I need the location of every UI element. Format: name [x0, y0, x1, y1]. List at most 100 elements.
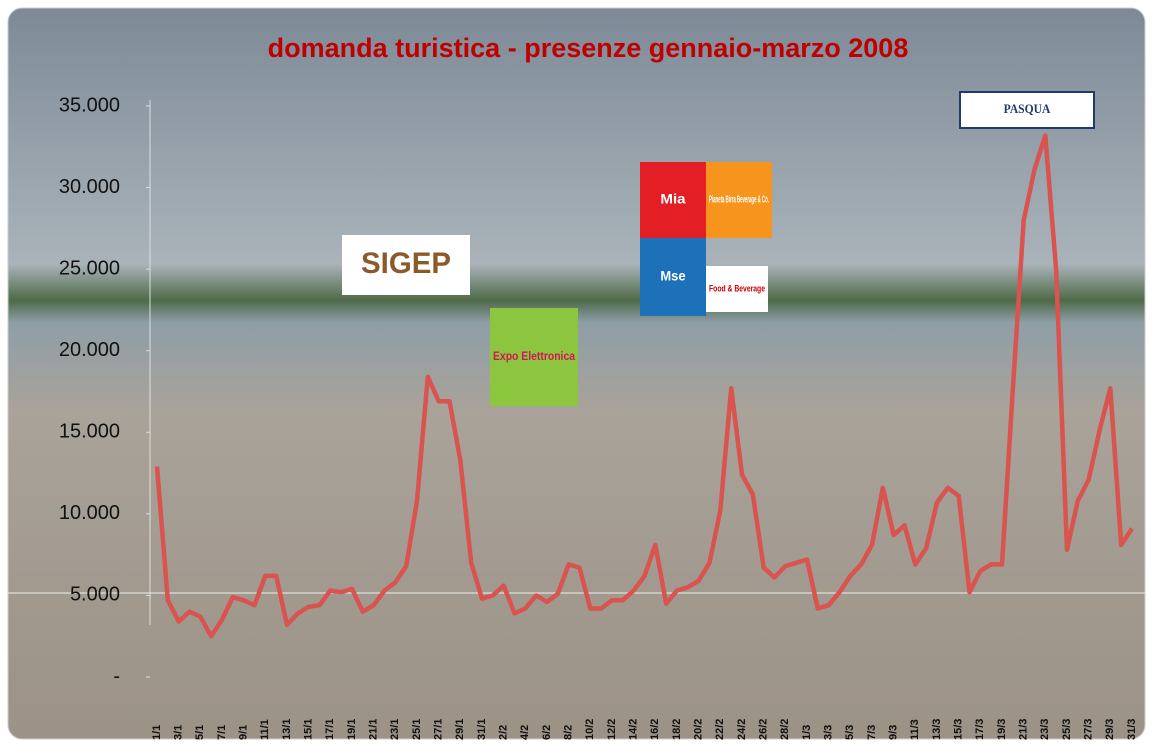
x-tick-label: 9/3: [888, 725, 900, 740]
x-tick: 3/1: [173, 725, 185, 740]
x-tick-label: 18/2: [671, 719, 683, 740]
x-tick: 18/2: [671, 719, 683, 740]
x-tick: 31/3: [1126, 719, 1138, 740]
y-tick-label: 20.000: [59, 339, 120, 361]
x-tick: 29/1: [454, 719, 466, 740]
x-tick-label: 13/3: [931, 719, 943, 740]
annotation: Pianeta Birra Beverage & Co.: [709, 195, 769, 206]
x-tick: 17/3: [974, 719, 986, 740]
x-tick-label: 21/1: [368, 719, 380, 740]
x-tick: 12/2: [606, 719, 618, 740]
x-tick: 2/2: [498, 725, 510, 740]
y-tick-label: 15.000: [59, 421, 120, 443]
x-tick: 7/3: [866, 725, 878, 740]
annotation: Expo Elettronica: [493, 349, 575, 363]
x-tick-label: 21/3: [1018, 719, 1030, 740]
x-tick: 20/2: [693, 719, 705, 740]
x-tick: 23/1: [389, 719, 401, 740]
x-tick-label: 4/2: [519, 725, 531, 740]
x-tick-label: 14/2: [628, 719, 640, 740]
x-tick: 7/1: [216, 725, 228, 740]
x-tick-label: 6/2: [541, 725, 553, 740]
y-tick-label: 25.000: [59, 257, 120, 279]
x-tick-label: 16/2: [649, 719, 661, 740]
x-tick: 19/1: [346, 719, 358, 740]
x-tick: 22/2: [714, 719, 726, 740]
y-tick-label: 35.000: [59, 94, 120, 116]
x-tick-label: 8/2: [563, 725, 575, 740]
x-tick-label: 22/2: [714, 719, 726, 740]
x-tick-label: 1/1: [151, 725, 163, 740]
x-tick-label: 25/3: [1061, 719, 1073, 740]
x-tick-label: 12/2: [606, 719, 618, 740]
x-tick-label: 27/1: [433, 719, 445, 740]
x-tick: 31/1: [476, 719, 488, 740]
x-tick-label: 27/3: [1083, 719, 1095, 740]
x-tick-label: 26/2: [758, 719, 770, 740]
x-tick: 21/1: [368, 719, 380, 740]
x-tick: 16/2: [649, 719, 661, 740]
x-tick-label: 28/2: [779, 719, 791, 740]
x-tick-label: 20/2: [693, 719, 705, 740]
x-tick-label: 5/1: [194, 725, 206, 740]
x-tick-label: 3/1: [173, 725, 185, 740]
x-tick-label: 7/3: [866, 725, 878, 740]
x-tick-label: 31/3: [1126, 719, 1138, 740]
x-tick: 23/3: [1039, 719, 1051, 740]
annotation: Mia: [660, 191, 685, 207]
x-tick: 11/3: [909, 719, 921, 740]
x-tick-label: 15/3: [953, 719, 965, 740]
x-tick: 5/1: [194, 725, 206, 740]
x-tick-label: 1/3: [801, 725, 813, 740]
x-tick-label: 11/1: [259, 719, 271, 740]
x-tick: 14/2: [628, 719, 640, 740]
x-tick: 19/3: [996, 719, 1008, 740]
x-tick-label: 5/3: [844, 725, 856, 740]
x-tick: 9/3: [888, 725, 900, 740]
x-tick: 3/3: [823, 725, 835, 740]
x-tick: 6/2: [541, 725, 553, 740]
x-tick-label: 24/2: [736, 719, 748, 740]
y-tick-label: 10.000: [59, 502, 120, 524]
x-tick-label: 29/1: [454, 719, 466, 740]
x-tick: 13/3: [931, 719, 943, 740]
y-tick-label: -: [113, 665, 120, 687]
x-tick-label: 23/3: [1039, 719, 1051, 740]
x-tick: 25/3: [1061, 719, 1073, 740]
x-tick: 15/3: [953, 719, 965, 740]
x-tick-label: 10/2: [584, 719, 596, 740]
x-tick-label: 23/1: [389, 719, 401, 740]
y-tick-label: 5.000: [70, 584, 120, 606]
x-tick-label: 11/3: [909, 719, 921, 740]
x-tick-label: 19/3: [996, 719, 1008, 740]
x-tick: 27/3: [1083, 719, 1095, 740]
x-tick: 29/3: [1104, 719, 1116, 740]
x-tick-label: 25/1: [411, 719, 423, 740]
x-tick: 13/1: [281, 719, 293, 740]
x-tick: 4/2: [519, 725, 531, 740]
annotation: Mse: [660, 268, 685, 284]
x-tick: 21/3: [1018, 719, 1030, 740]
chart-title: domanda turistica - presenze gennaio-mar…: [268, 33, 909, 63]
x-tick: 17/1: [324, 719, 336, 740]
x-tick-label: 13/1: [281, 719, 293, 740]
x-tick: 10/2: [584, 719, 596, 740]
annotation: SIGEP: [361, 247, 451, 280]
x-tick: 25/1: [411, 719, 423, 740]
x-tick: 5/3: [844, 725, 856, 740]
chart: domanda turistica - presenze gennaio-mar…: [0, 0, 1153, 747]
x-tick-label: 9/1: [238, 725, 250, 740]
x-tick-label: 17/1: [324, 719, 336, 740]
x-tick-label: 15/1: [303, 719, 315, 740]
x-tick: 26/2: [758, 719, 770, 740]
x-tick-label: 29/3: [1104, 719, 1116, 740]
x-tick: 15/1: [303, 719, 315, 740]
x-tick: 27/1: [433, 719, 445, 740]
x-tick: 1/1: [151, 725, 163, 740]
x-tick: 28/2: [779, 719, 791, 740]
x-tick: 11/1: [259, 719, 271, 740]
x-tick: 24/2: [736, 719, 748, 740]
x-tick-label: 19/1: [346, 719, 358, 740]
y-tick-label: 30.000: [59, 176, 120, 198]
annotation: Food & Beverage: [709, 283, 765, 293]
